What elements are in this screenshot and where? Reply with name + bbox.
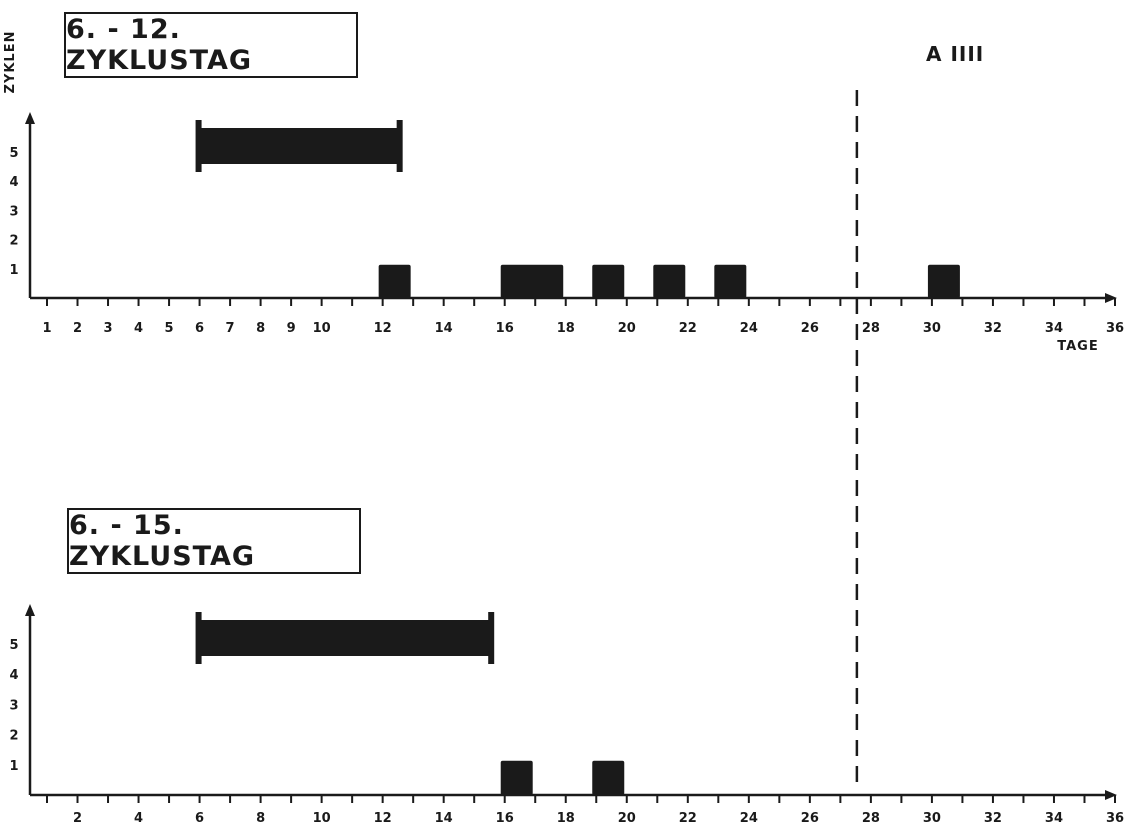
x-tick-label: 8 (256, 321, 265, 336)
chart1-title: 6. - 12. ZYKLUSTAG (64, 12, 358, 78)
x-tick-label: 30 (923, 321, 941, 336)
y-axis-arrow (25, 112, 35, 124)
event-bar (714, 264, 747, 298)
treatment-bar (197, 128, 401, 164)
x-tick-label: 12 (374, 811, 392, 825)
x-tick-label: 18 (557, 811, 575, 825)
y-tick-label: 3 (9, 204, 18, 219)
y-tick-label: 3 (9, 698, 18, 713)
x-tick-label: 24 (740, 811, 758, 825)
x-tick-label: 28 (862, 321, 880, 336)
x-tick-label: 34 (1045, 321, 1063, 336)
x-tick-label: 24 (740, 321, 758, 336)
x-tick-label: 26 (801, 811, 819, 825)
event-bar (927, 264, 960, 298)
x-tick-label: 16 (496, 321, 514, 336)
x-tick-label: 36 (1106, 811, 1124, 825)
x-tick-label: 12 (374, 321, 392, 336)
event-bar (500, 264, 564, 298)
x-tick-label: 20 (618, 321, 636, 336)
x-axis-arrow (1105, 293, 1117, 303)
x-axis-arrow (1105, 790, 1117, 800)
chart1-annotation: A IIII (926, 42, 985, 66)
x-tick-label: 2 (73, 811, 82, 825)
x-tick-label: 14 (435, 811, 453, 825)
event-bar (592, 264, 625, 298)
y-tick-label: 5 (9, 146, 18, 161)
treatment-bar-start-cap (195, 120, 202, 172)
y-tick-label: 5 (9, 638, 18, 653)
x-tick-label: 18 (557, 321, 575, 336)
x-tick-label: 36 (1106, 321, 1124, 336)
chart-1: 1 2 3 4 5 6 7 8 9 10 12 14 16 18 20 22 24 26 28 30 32 34 36123… (3, 31, 1124, 354)
x-tick-label: 5 (165, 321, 174, 336)
y-tick-label: 4 (9, 175, 18, 190)
y-tick-label: 2 (9, 729, 18, 744)
x-tick-label: 34 (1045, 811, 1063, 825)
y-axis-label: ZYKLEN (3, 31, 18, 94)
x-tick-label: 6 (195, 811, 204, 825)
treatment-bar-start-cap (195, 612, 202, 664)
x-tick-label: 10 (313, 811, 331, 825)
x-tick-label: 30 (923, 811, 941, 825)
x-tick-label: 1 (42, 321, 51, 336)
x-tick-label: 32 (984, 811, 1002, 825)
event-bar (500, 760, 533, 795)
event-bar (378, 264, 411, 298)
treatment-bar-end-cap (396, 120, 403, 172)
event-bar (592, 760, 625, 795)
x-tick-label: 6 (195, 321, 204, 336)
x-tick-label: 4 (134, 811, 143, 825)
y-tick-label: 4 (9, 668, 18, 683)
x-tick-label: 3 (104, 321, 113, 336)
x-tick-label: 22 (679, 321, 697, 336)
chart2-title: 6. - 15. ZYKLUSTAG (67, 508, 361, 574)
y-axis-arrow (25, 604, 35, 616)
y-tick-label: 1 (9, 759, 18, 774)
x-tick-label: 20 (618, 811, 636, 825)
x-tick-label: 10 (313, 321, 331, 336)
x-axis-label: TAGE (1057, 339, 1098, 354)
event-bar (653, 264, 686, 298)
treatment-bar-end-cap (488, 612, 495, 664)
x-tick-label: 2 (73, 321, 82, 336)
x-tick-label: 28 (862, 811, 880, 825)
x-tick-label: 22 (679, 811, 697, 825)
x-tick-label: 26 (801, 321, 819, 336)
x-tick-label: 7 (226, 321, 235, 336)
y-tick-label: 1 (9, 263, 18, 278)
x-tick-label: 14 (435, 321, 453, 336)
y-tick-label: 2 (9, 234, 18, 249)
x-tick-label: 4 (134, 321, 143, 336)
treatment-bar (197, 620, 493, 656)
x-tick-label: 32 (984, 321, 1002, 336)
x-tick-label: 9 (287, 321, 296, 336)
x-tick-label: 8 (256, 811, 265, 825)
x-tick-label: 16 (496, 811, 514, 825)
